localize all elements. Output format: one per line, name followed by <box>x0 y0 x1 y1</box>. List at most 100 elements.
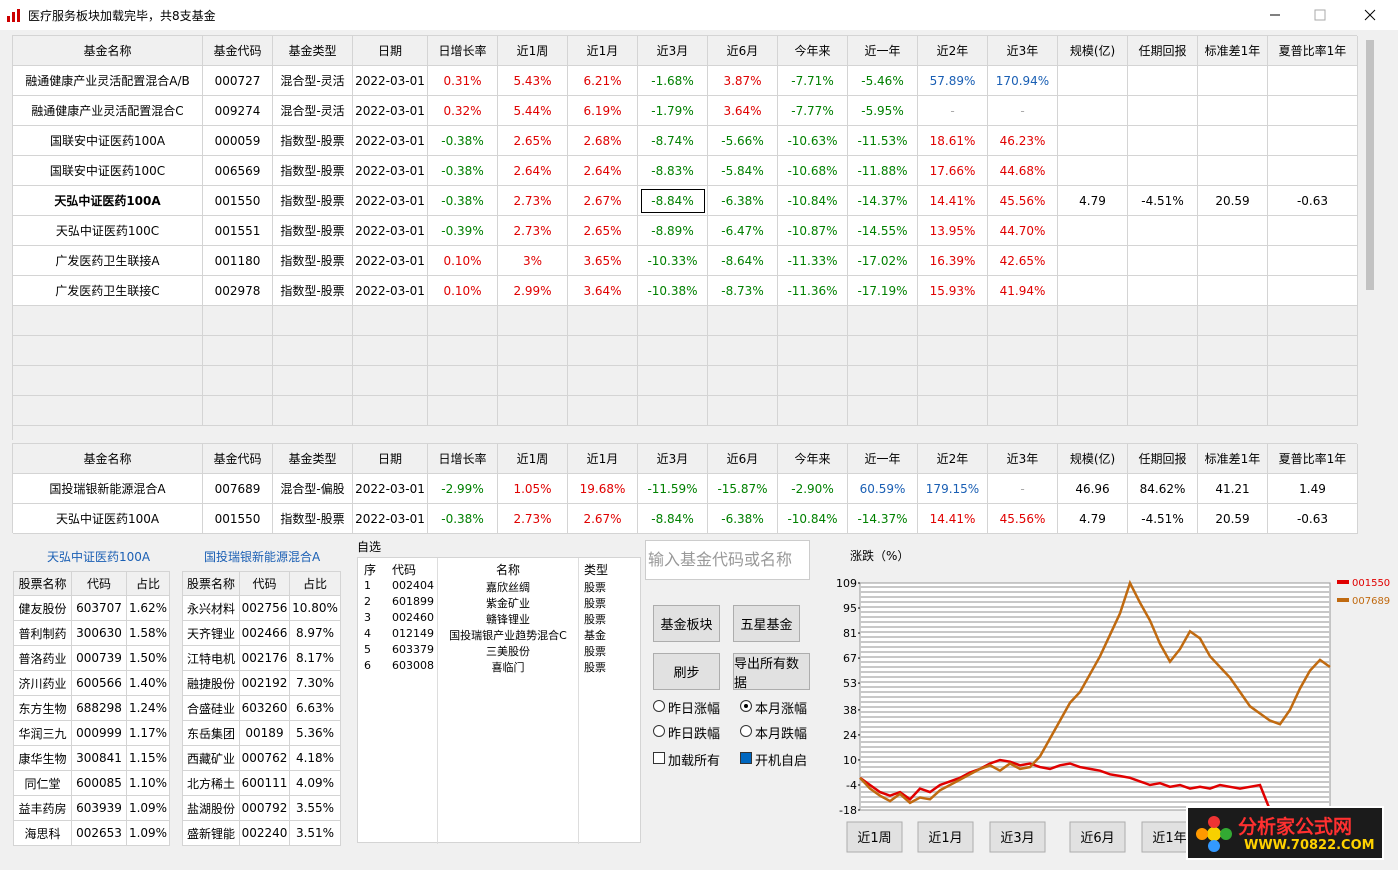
chart-range-button[interactable]: 近1周 <box>846 821 903 853</box>
table-cell: 300841 <box>72 746 127 771</box>
holdings-panel: 国投瑞银新能源混合A 股票名称 代码 占比 永兴材料 002756 10.80% 天齐锂业 00… <box>182 545 341 846</box>
column-header: 近1周 <box>498 36 568 66</box>
column-header: 股票名称 <box>13 571 72 596</box>
scrollbar[interactable] <box>1366 40 1374 290</box>
empty-cell <box>918 336 988 366</box>
list-item: 6 <box>364 659 371 672</box>
table-cell: 002756 <box>240 596 290 621</box>
table-cell: 2.67% <box>568 186 638 216</box>
table-cell: 2.65% <box>568 216 638 246</box>
y-tick-label: -18 <box>839 804 857 817</box>
table-cell: 1.40% <box>127 671 170 696</box>
table-cell: 2.99% <box>498 276 568 306</box>
legend-swatch <box>1337 598 1349 602</box>
title-bar: 医疗服务板块加载完毕，共8支基金 <box>0 0 1398 30</box>
list-item: 赣锋锂业 <box>486 613 530 626</box>
list-item: 喜临门 <box>491 661 525 674</box>
radio-button[interactable] <box>740 725 752 737</box>
empty-cell <box>1128 126 1198 156</box>
table-cell: -0.38% <box>428 126 498 156</box>
empty-cell <box>848 396 918 426</box>
button-label: 近1周 <box>857 831 891 846</box>
column-header: 代码 <box>72 571 127 596</box>
table-cell: 1.58% <box>127 621 170 646</box>
empty-cell <box>1198 276 1268 306</box>
empty-cell <box>1198 66 1268 96</box>
table-cell: 600111 <box>240 771 290 796</box>
table-cell: 20.59 <box>1198 186 1268 216</box>
radio-button[interactable] <box>653 725 665 737</box>
table-cell: 3.55% <box>290 796 341 821</box>
empty-cell <box>1268 396 1358 426</box>
table-cell: - <box>918 96 988 126</box>
radio-button[interactable] <box>653 700 665 712</box>
empty-cell <box>203 366 273 396</box>
column-header: 夏普比率1年 <box>1268 36 1358 66</box>
table-cell: 指数型-股票 <box>273 216 353 246</box>
list-item: 三美股份 <box>486 645 530 658</box>
column-header: 规模(亿) <box>1058 444 1128 474</box>
checkbox[interactable] <box>653 752 665 764</box>
table-cell: 2.64% <box>568 156 638 186</box>
column-header: 代码 <box>392 563 417 577</box>
window-controls[interactable] <box>1260 0 1398 30</box>
chart-range-button[interactable]: 近3月 <box>989 821 1046 853</box>
empty-cell <box>1268 366 1358 396</box>
table-cell: 600566 <box>72 671 127 696</box>
holdings-panel: 天弘中证医药100A 股票名称 代码 占比 健友股份 603707 1.62% 普利制药 300… <box>13 545 171 846</box>
y-tick-label: 109 <box>836 577 857 590</box>
button[interactable]: 刷步 <box>653 653 720 690</box>
table-cell: 2.73% <box>498 504 568 534</box>
button[interactable]: 导出所有数据 <box>733 653 810 691</box>
radio-button[interactable] <box>740 700 752 712</box>
button-label: 近1年 <box>1152 831 1186 846</box>
table-cell: 2.67% <box>568 504 638 534</box>
table-cell: -0.38% <box>428 186 498 216</box>
empty-cell <box>988 366 1058 396</box>
empty-cell <box>778 396 848 426</box>
table-cell: -6.38% <box>708 186 778 216</box>
search-input[interactable]: 输入基金代码或名称 <box>645 540 810 580</box>
table-cell: 44.68% <box>988 156 1058 186</box>
empty-cell <box>1268 66 1358 96</box>
column-header: 日期 <box>353 36 428 66</box>
radio-label: 昨日涨幅 <box>668 702 721 717</box>
table-cell: -10.84% <box>778 186 848 216</box>
chart-range-button[interactable]: 近1月 <box>917 821 974 853</box>
logo-name: 分析家公式网 <box>1238 816 1353 838</box>
table-cell: 603939 <box>72 796 127 821</box>
empty-cell <box>1198 366 1268 396</box>
button-frame <box>989 821 1046 853</box>
table-cell: -0.63 <box>1268 186 1358 216</box>
chart-range-button[interactable]: 近6月 <box>1069 821 1126 853</box>
empty-cell <box>1128 216 1198 246</box>
chart: 涨跌（%） 109 95 81 67 53 38 24 10 -4 -18 001550 007689… <box>836 548 1390 853</box>
radio-label: 本月跌幅 <box>755 727 808 742</box>
table-cell: 1.62% <box>127 596 170 621</box>
table-cell: 天弘中证医药100A <box>13 186 203 216</box>
y-tick-label: 95 <box>843 602 857 615</box>
table-cell: 15.93% <box>918 276 988 306</box>
checkbox[interactable] <box>740 752 752 764</box>
list-item: 3 <box>364 611 371 624</box>
line <box>859 758 1272 811</box>
empty-cell <box>1058 126 1128 156</box>
table-cell: 600085 <box>72 771 127 796</box>
table-cell: 2.73% <box>498 216 568 246</box>
table-cell: 指数型-股票 <box>273 246 353 276</box>
list-item: 股票 <box>584 613 606 626</box>
table-cell: -6.47% <box>708 216 778 246</box>
table-cell: -2.99% <box>428 474 498 504</box>
empty-cell <box>568 366 638 396</box>
table-cell: 1.50% <box>127 646 170 671</box>
table-cell: 北方稀土 <box>182 771 240 796</box>
button[interactable]: 基金板块 <box>653 605 720 642</box>
fund-table: 基金名称 基金代码 基金类型 日期 日增长率 近1周 近1月 近3月 近6月 今年来 近一年 近2年近… <box>12 35 1358 440</box>
table-cell: -0.38% <box>428 504 498 534</box>
controls-panel: 输入基金代码或名称 基金板块 五星基金 刷步 导出所有数据 昨日涨幅 本月涨幅 昨日跌幅 本月跌… <box>645 540 815 770</box>
empty-cell <box>1058 246 1128 276</box>
table-cell: 4.79 <box>1058 186 1128 216</box>
table-cell: 2022-03-01 <box>353 96 428 126</box>
button[interactable]: 五星基金 <box>733 605 800 642</box>
